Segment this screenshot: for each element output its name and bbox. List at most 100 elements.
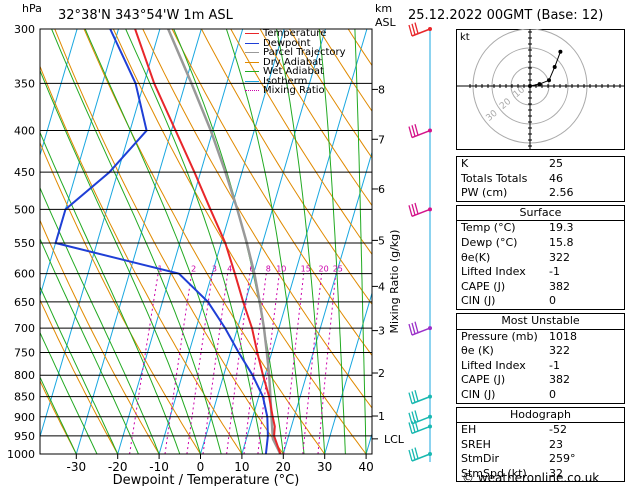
legend-item: Dry Adiabat bbox=[243, 56, 346, 68]
pressure-tick-label: 900 bbox=[14, 411, 35, 424]
index-row: CAPE (J) 382 bbox=[457, 280, 624, 295]
index-row: K 25 bbox=[457, 157, 624, 172]
isotherm-line bbox=[282, 150, 372, 454]
dry-adiabat-line bbox=[259, 29, 372, 207]
wind-barb bbox=[408, 419, 432, 435]
hodograph-point bbox=[558, 49, 563, 54]
hodograph-frame bbox=[456, 29, 625, 150]
mixing-ratio-label: 20 bbox=[319, 265, 329, 274]
hodograph-point bbox=[537, 82, 542, 87]
index-value: 1018 bbox=[549, 329, 577, 343]
index-section-title: Hodograph bbox=[457, 408, 624, 424]
wind-barb bbox=[408, 410, 432, 425]
index-value: -52 bbox=[549, 423, 567, 437]
km-unit-label: km bbox=[375, 2, 393, 15]
temp-tick-label: -30 bbox=[66, 460, 86, 474]
index-row: CAPE (J) 382 bbox=[457, 373, 624, 388]
most-unstable-box: Most Unstable Pressure (mb) 1018 θe (K) 322 L… bbox=[456, 312, 625, 404]
index-row: Lifted Index -1 bbox=[457, 359, 624, 374]
index-row: CIN (J) 0 bbox=[457, 294, 624, 309]
hodograph-point bbox=[528, 84, 532, 88]
pressure-tick-label: 500 bbox=[14, 203, 35, 216]
index-row: Totals Totals 46 bbox=[457, 172, 624, 187]
index-row: PW (cm) 2.56 bbox=[457, 186, 624, 201]
index-label: Pressure (mb) bbox=[461, 329, 538, 343]
index-value: 32 bbox=[549, 466, 563, 480]
index-value: 23 bbox=[549, 437, 563, 451]
datetime-title: 25.12.2022 00GMT (Base: 12) bbox=[408, 8, 604, 23]
index-row: Lifted Index -1 bbox=[457, 265, 624, 280]
legend-swatch bbox=[245, 42, 259, 44]
isotherm-line bbox=[40, 29, 78, 157]
index-value: 19.3 bbox=[549, 221, 574, 235]
index-row: StmDir 259° bbox=[457, 452, 624, 467]
pressure-tick-label: 450 bbox=[14, 166, 35, 179]
pressure-tick-label: 700 bbox=[14, 322, 35, 335]
index-label: PW (cm) bbox=[461, 186, 508, 200]
index-label: θe(K) bbox=[461, 250, 491, 264]
legend-item: Wet Adiabat bbox=[243, 67, 346, 77]
index-label: StmSpd (kt) bbox=[461, 466, 527, 480]
index-value: 15.8 bbox=[549, 235, 574, 249]
index-label: CAPE (J) bbox=[461, 279, 506, 293]
wind-barb bbox=[408, 22, 432, 37]
pressure-tick-label: 800 bbox=[14, 369, 35, 382]
plot-frame bbox=[39, 28, 373, 455]
mixing-ratio-label: 15 bbox=[301, 265, 311, 274]
isotherm-line bbox=[40, 29, 161, 439]
x-axis-label: Dewpoint / Temperature (°C) bbox=[113, 473, 300, 486]
index-label: CIN (J) bbox=[461, 294, 496, 308]
pressure-tick-label: 650 bbox=[14, 296, 35, 309]
legend-label: Dry Adiabat bbox=[263, 56, 323, 68]
wind-barb bbox=[408, 447, 432, 462]
index-label: θe (K) bbox=[461, 344, 494, 358]
legend-swatch bbox=[245, 52, 259, 53]
legend-swatch bbox=[245, 90, 259, 91]
index-value: -1 bbox=[549, 358, 560, 372]
mixing-ratio-label: 4 bbox=[227, 265, 232, 274]
location-title: 32°38'N 343°54'W 1m ASL bbox=[58, 8, 233, 23]
index-label: Temp (°C) bbox=[461, 221, 516, 235]
km-tick-label: 2 bbox=[378, 367, 385, 380]
pressure-tick-label: 400 bbox=[14, 125, 35, 138]
wind-barb bbox=[408, 390, 432, 405]
index-row: StmSpd (kt) 32 bbox=[457, 467, 624, 482]
isotherm-line bbox=[241, 29, 368, 454]
isotherm-line bbox=[117, 29, 244, 454]
pressure-tick-label: 300 bbox=[14, 23, 35, 36]
hodograph-point bbox=[552, 65, 557, 69]
temp-tick-label: -10 bbox=[149, 460, 169, 474]
legend-swatch bbox=[245, 71, 259, 72]
mixing-ratio-label: 2 bbox=[191, 265, 196, 274]
legend-swatch bbox=[245, 33, 259, 34]
temp-tick-label: 30 bbox=[317, 460, 332, 474]
index-value: 0 bbox=[549, 387, 556, 401]
pressure-tick-label: 950 bbox=[14, 430, 35, 443]
km-tick-label: 5 bbox=[378, 234, 385, 247]
km-tick-label: 6 bbox=[378, 183, 385, 196]
index-row: SREH 23 bbox=[457, 438, 624, 453]
isotherm-line bbox=[158, 29, 285, 454]
index-label: Lifted Index bbox=[461, 265, 526, 279]
wind-barb bbox=[408, 202, 432, 218]
index-row: θe(K) 322 bbox=[457, 251, 624, 266]
hodograph-point bbox=[547, 78, 551, 83]
legend-swatch bbox=[245, 61, 259, 63]
wet-adiabat-line bbox=[354, 29, 367, 454]
index-value: 46 bbox=[549, 171, 563, 185]
temperature-line bbox=[134, 29, 282, 454]
km-tick-label: 7 bbox=[378, 133, 385, 146]
index-row: EH -52 bbox=[457, 423, 624, 438]
index-value: 382 bbox=[549, 279, 570, 293]
temp-tick-label: -20 bbox=[108, 460, 128, 474]
index-row: Dewp (°C) 15.8 bbox=[457, 236, 624, 251]
indices-top-box: K 25 Totals Totals 46 PW (cm) 2.56 bbox=[456, 156, 625, 202]
wet-adiabat-line bbox=[84, 29, 243, 454]
isotherm-line bbox=[200, 29, 326, 454]
legend-label: Isotherm bbox=[263, 75, 308, 87]
legend-item: Isotherm bbox=[243, 75, 346, 87]
index-value: 322 bbox=[549, 344, 570, 358]
mixing-ratio-label: 3 bbox=[212, 265, 217, 274]
legend-label: Mixing Ratio bbox=[263, 85, 325, 96]
